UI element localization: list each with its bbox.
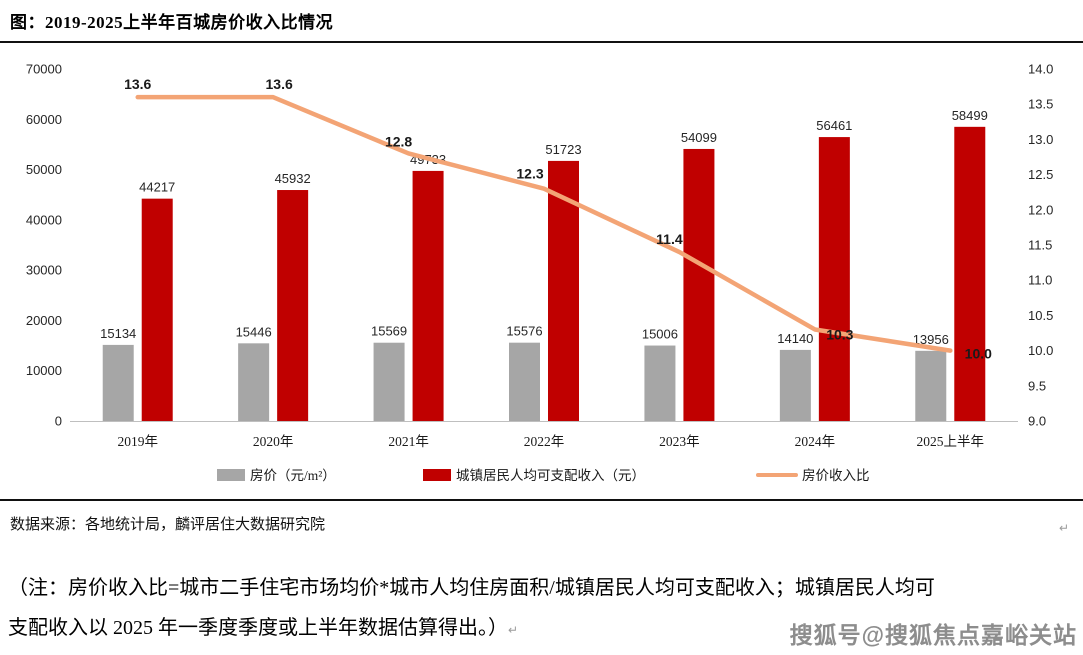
footnote-line2: 支配收入以 2025 年一季度季度或上半年数据估算得出。） xyxy=(8,617,508,640)
price-bar-value-label: 15576 xyxy=(506,324,542,339)
price-bar xyxy=(779,349,811,421)
footnote-line1: （注：房价收入比=城市二手住宅市场均价*城市人均住房面积/城镇居民人均可支配收入… xyxy=(8,577,935,599)
legend-price-label: 房价（元/m²） xyxy=(250,468,336,483)
income-bar xyxy=(141,198,173,421)
x-axis-category-label: 2023年 xyxy=(659,434,700,449)
price-bar-value-label: 15006 xyxy=(642,327,678,342)
y-axis-right-tick-label: 10.0 xyxy=(1028,343,1053,358)
income-bar xyxy=(818,137,850,421)
income-bar xyxy=(277,190,309,421)
y-axis-right-tick-label: 9.5 xyxy=(1028,378,1046,393)
income-bar xyxy=(412,170,444,421)
paragraph-mark-icon: ↵ xyxy=(1058,521,1069,535)
income-bar-value-label: 58499 xyxy=(952,108,988,123)
income-bar xyxy=(954,126,986,421)
income-bar-value-label: 51723 xyxy=(545,142,581,157)
legend-price-swatch xyxy=(217,469,245,481)
x-axis-category-label: 2021年 xyxy=(388,434,429,449)
legend-income-swatch xyxy=(423,469,451,481)
y-axis-right-tick-label: 11.0 xyxy=(1028,273,1052,288)
price-bar-value-label: 15134 xyxy=(100,326,136,341)
price-bar xyxy=(509,342,540,421)
y-axis-right-tick-label: 13.5 xyxy=(1028,97,1053,112)
ratio-value-label: 10.3 xyxy=(826,326,853,342)
ratio-value-label: 11.4 xyxy=(656,231,683,247)
legend-ratio-label: 房价收入比 xyxy=(802,468,870,483)
x-axis-category-label: 2024年 xyxy=(795,434,836,449)
income-bar-value-label: 56461 xyxy=(816,118,852,133)
price-bar xyxy=(915,350,947,421)
y-axis-right-tick-label: 9.0 xyxy=(1028,414,1046,429)
y-axis-right-tick-label: 14.0 xyxy=(1028,62,1053,77)
ratio-value-label: 13.6 xyxy=(124,76,151,92)
y-axis-left-tick-label: 60000 xyxy=(26,112,62,127)
sohu-watermark: 搜狐号@搜狐焦点嘉峪关站 xyxy=(789,622,1077,648)
price-bar-value-label: 13956 xyxy=(913,332,949,347)
x-axis-category-label: 2025上半年 xyxy=(917,434,985,449)
y-axis-left-tick-label: 0 xyxy=(55,414,62,429)
chart-bottom-separator-line xyxy=(0,499,1083,501)
price-bar xyxy=(102,344,134,421)
footnote: （注：房价收入比=城市二手住宅市场均价*城市人均住房面积/城镇居民人均可支配收入… xyxy=(0,568,1083,649)
figure-title: 图：2019-2025上半年百城房价收入比情况 xyxy=(10,13,334,32)
title-separator-line xyxy=(0,41,1083,43)
x-axis-category-label: 2022年 xyxy=(524,434,565,449)
income-bar-value-label: 45932 xyxy=(275,171,311,186)
legend-income-label: 城镇居民人均可支配收入（元） xyxy=(456,468,645,483)
y-axis-right-tick-label: 13.0 xyxy=(1028,132,1053,147)
y-axis-left-tick-label: 30000 xyxy=(26,263,62,278)
data-source-text: 数据来源：各地统计局，麟评居住大数据研究院 xyxy=(10,517,326,533)
income-bar-value-label: 54099 xyxy=(681,130,717,145)
y-axis-left-tick-label: 20000 xyxy=(26,313,62,328)
y-axis-left-tick-label: 10000 xyxy=(26,363,62,378)
ratio-value-label: 10.0 xyxy=(965,346,992,362)
data-source-row: 数据来源：各地统计局，麟评居住大数据研究院 ↵ xyxy=(0,513,1083,535)
y-axis-left-tick-label: 50000 xyxy=(26,162,62,177)
price-bar-value-label: 14140 xyxy=(777,331,813,346)
income-bar-value-label: 44217 xyxy=(139,180,175,195)
y-axis-right-tick-label: 11.5 xyxy=(1028,238,1052,253)
price-bar-value-label: 15446 xyxy=(236,324,272,339)
x-axis-category-label: 2020年 xyxy=(253,434,294,449)
price-income-ratio-chart: 0 10000 20000 30000 40000 50000 60000 70000 9.0 9… xyxy=(26,62,1053,484)
ratio-value-label: 12.8 xyxy=(385,133,412,149)
paragraph-mark-icon: ↵ xyxy=(508,623,519,638)
income-bar xyxy=(683,148,715,421)
ratio-value-label: 13.6 xyxy=(266,76,293,92)
price-bar xyxy=(238,343,270,421)
y-axis-right-tick-label: 12.0 xyxy=(1028,202,1053,217)
x-axis-category-label: 2019年 xyxy=(117,434,158,449)
y-axis-left-tick-label: 40000 xyxy=(26,212,62,227)
y-axis-right-tick-label: 10.5 xyxy=(1028,308,1053,323)
price-bar xyxy=(644,345,676,421)
price-income-ratio-line xyxy=(135,94,953,353)
price-bar-value-label: 15569 xyxy=(371,324,407,339)
ratio-value-label: 12.3 xyxy=(516,166,543,182)
price-bar xyxy=(373,342,405,421)
y-axis-left-tick-label: 70000 xyxy=(26,62,62,77)
y-axis-right-tick-label: 12.5 xyxy=(1028,167,1053,182)
